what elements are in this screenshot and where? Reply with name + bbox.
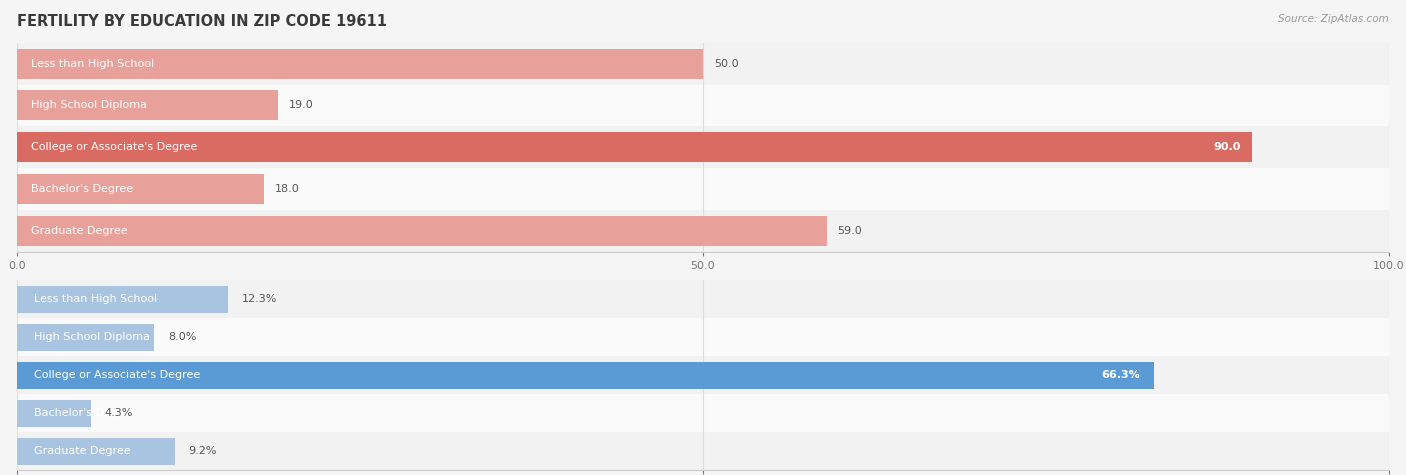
Text: High School Diploma: High School Diploma [31, 100, 146, 111]
Bar [17, 90, 277, 121]
Bar [17, 285, 228, 313]
Text: Graduate Degree: Graduate Degree [34, 446, 131, 456]
Text: 50.0: 50.0 [714, 58, 738, 69]
Bar [17, 85, 1389, 126]
Text: Less than High School: Less than High School [31, 58, 153, 69]
Bar [17, 48, 703, 79]
Text: 66.3%: 66.3% [1102, 370, 1140, 380]
Text: 19.0: 19.0 [288, 100, 314, 111]
Text: 18.0: 18.0 [274, 184, 299, 194]
Bar [17, 432, 1389, 470]
Bar [17, 43, 1389, 85]
Bar [17, 210, 1389, 252]
Text: 8.0%: 8.0% [167, 332, 197, 342]
Text: College or Associate's Degree: College or Associate's Degree [31, 142, 197, 152]
Text: 4.3%: 4.3% [104, 408, 132, 418]
Text: Graduate Degree: Graduate Degree [31, 226, 127, 236]
Text: High School Diploma: High School Diploma [34, 332, 150, 342]
Bar [17, 361, 1154, 389]
Text: 9.2%: 9.2% [188, 446, 217, 456]
Bar [17, 399, 90, 427]
Text: 12.3%: 12.3% [242, 294, 277, 304]
Bar [17, 174, 264, 204]
Bar [17, 318, 1389, 356]
Text: 59.0: 59.0 [838, 226, 862, 236]
Text: Less than High School: Less than High School [34, 294, 157, 304]
Text: Bachelor's Degree: Bachelor's Degree [34, 408, 136, 418]
Text: Bachelor's Degree: Bachelor's Degree [31, 184, 132, 194]
Text: 90.0: 90.0 [1213, 142, 1241, 152]
Bar [17, 280, 1389, 318]
Bar [17, 323, 155, 351]
Bar [17, 126, 1389, 168]
Bar [17, 132, 1251, 162]
Bar [17, 437, 174, 465]
Bar [17, 394, 1389, 432]
Bar [17, 168, 1389, 210]
Text: Source: ZipAtlas.com: Source: ZipAtlas.com [1278, 14, 1389, 24]
Text: College or Associate's Degree: College or Associate's Degree [34, 370, 200, 380]
Bar [17, 216, 827, 246]
Text: FERTILITY BY EDUCATION IN ZIP CODE 19611: FERTILITY BY EDUCATION IN ZIP CODE 19611 [17, 14, 387, 29]
Bar [17, 356, 1389, 394]
